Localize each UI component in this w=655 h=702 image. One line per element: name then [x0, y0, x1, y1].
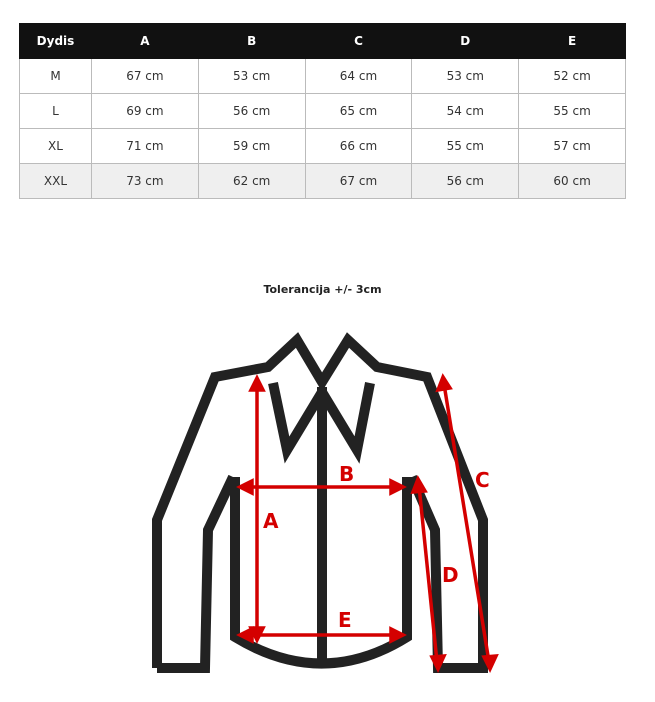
- arrow-icon: [236, 626, 254, 644]
- label-b: B: [339, 462, 354, 486]
- measurement-cell: 67 cm: [304, 163, 413, 199]
- size-cell: XXL: [19, 163, 92, 199]
- measurement-cell: 62 cm: [197, 163, 306, 199]
- header-d: D: [411, 23, 520, 59]
- left-sleeve-inner: [157, 474, 238, 673]
- tolerance-note: Tolerancija +/- 3cm: [263, 283, 382, 296]
- label-d: D: [442, 563, 459, 587]
- measurement-cell: 69 cm: [91, 93, 199, 129]
- measurement-cell: 64 cm: [304, 58, 413, 94]
- header-c: C: [304, 23, 413, 59]
- arrow-icon: [429, 654, 447, 674]
- measurement-cell: 73 cm: [91, 163, 199, 199]
- measurement-cell: 56 cm: [197, 93, 306, 129]
- arrow-icon: [389, 478, 407, 496]
- measure-lines: [236, 373, 499, 674]
- arrow-icon: [236, 478, 254, 496]
- table-row: L 69 cm 56 cm 65 cm 54 cm 55 cm: [19, 93, 626, 129]
- measurement-cell: 55 cm: [411, 128, 520, 164]
- header-size: Dydis: [19, 23, 92, 59]
- measurement-cell: 67 cm: [91, 58, 199, 94]
- arrow-icon: [435, 373, 453, 393]
- header-b: B: [197, 23, 306, 59]
- size-cell: L: [19, 93, 92, 129]
- size-cell: M: [19, 58, 92, 94]
- arrow-icon: [410, 474, 428, 494]
- measurement-cell: 59 cm: [197, 128, 306, 164]
- measure-c: [442, 383, 491, 663]
- arrow-icon: [248, 374, 266, 392]
- measurement-cell: 65 cm: [304, 93, 413, 129]
- measurement-cell: 57 cm: [518, 128, 626, 164]
- measurement-cell: 52 cm: [518, 58, 626, 94]
- measurement-cell: 53 cm: [197, 58, 306, 94]
- measurement-cell: 53 cm: [411, 58, 520, 94]
- measure-d: [417, 485, 439, 663]
- size-table: Dydis A B C D E M 67 cm 53 cm 64 cm 53 cm 52 …: [19, 23, 626, 199]
- label-c: C: [475, 468, 490, 492]
- arrow-icon: [481, 654, 499, 674]
- measurement-cell: 66 cm: [304, 128, 413, 164]
- measurement-cell: 55 cm: [518, 93, 626, 129]
- measurement-cell: 71 cm: [91, 128, 199, 164]
- jacket-outer-outline: [152, 332, 488, 673]
- size-cell: XL: [19, 128, 92, 164]
- header-a: A: [91, 23, 199, 59]
- measurement-cell: 60 cm: [518, 163, 626, 199]
- table-row: M 67 cm 53 cm 64 cm 53 cm 52 cm: [19, 58, 626, 94]
- jacket-measurement-diagram: A B C D E: [152, 332, 499, 674]
- measurement-cell: 54 cm: [411, 93, 520, 129]
- measurement-cell: 56 cm: [411, 163, 520, 199]
- label-a: A: [263, 509, 279, 533]
- arrow-icon: [389, 626, 407, 644]
- table-header-row: Dydis A B C D E: [19, 23, 626, 59]
- jacket-outline: [152, 332, 488, 673]
- table-row: XL 71 cm 59 cm 66 cm 55 cm 57 cm: [19, 128, 626, 164]
- table-row: XXL 73 cm 62 cm 67 cm 56 cm 60 cm: [19, 163, 626, 199]
- header-e: E: [518, 23, 626, 59]
- label-e: E: [338, 608, 352, 632]
